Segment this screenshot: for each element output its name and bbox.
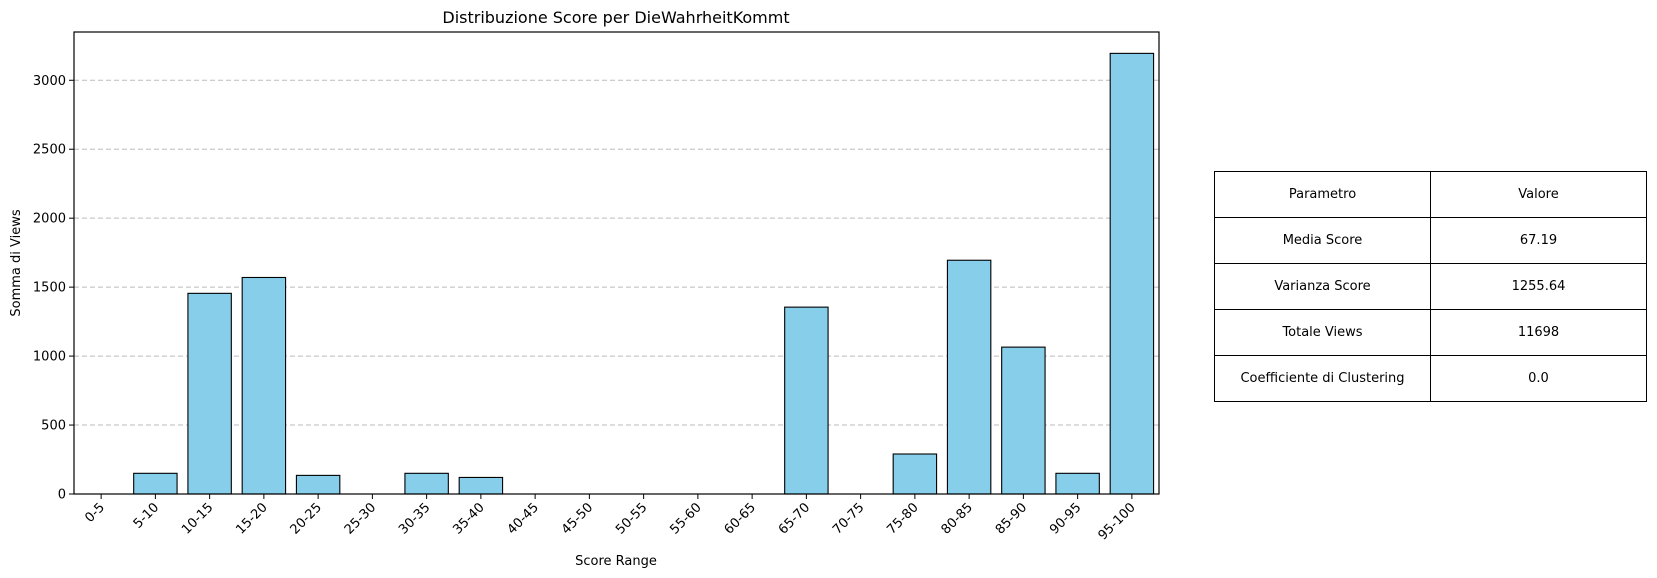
table-cell-value: 0.0 <box>1430 355 1647 402</box>
plot-frame <box>73 31 1160 495</box>
x-tick-label: 25-30 <box>342 500 379 537</box>
table-cell-label: Coefficiente di Clustering <box>1214 355 1431 402</box>
x-tick-label: 30-35 <box>396 500 433 537</box>
y-tick-label: 3000 <box>33 74 66 89</box>
x-tick-label: 15-20 <box>233 500 270 537</box>
x-tick-label: 55-60 <box>667 500 704 537</box>
table-cell-value: 11698 <box>1430 309 1647 356</box>
bar-chart: 0 500 1000 1500 2000 2500 3000 0-5 5-10 10-15 15-… <box>9 8 1160 569</box>
x-tick-label: 85-90 <box>993 500 1030 537</box>
x-tick-label: 0-5 <box>82 500 108 526</box>
x-tick-label: 70-75 <box>830 500 867 537</box>
x-axis: 0-5 5-10 10-15 15-20 20-25 25-30 30-35 35-40 40-… <box>82 494 1139 543</box>
x-tick-label: 75-80 <box>884 500 921 537</box>
x-tick-label: 45-50 <box>559 500 596 537</box>
y-tick-label: 500 <box>41 419 66 434</box>
x-tick-label: 35-40 <box>450 500 487 537</box>
y-tick-label: 2000 <box>33 212 66 227</box>
table-row: Totale Views 11698 <box>1214 309 1647 356</box>
stats-table: Parametro Valore Media Score 67.19 Varia… <box>1214 171 1647 402</box>
table-cell-label: Media Score <box>1214 217 1431 264</box>
y-tick-label: 1000 <box>33 350 66 365</box>
y-axis-label: Somma di Views <box>9 209 24 316</box>
bar <box>187 292 232 495</box>
table-cell-value: 1255.64 <box>1430 263 1647 310</box>
bars <box>133 52 1155 495</box>
bar <box>892 453 938 495</box>
grid-lines <box>74 79 1159 426</box>
table-header-cell: Parametro <box>1214 171 1431 218</box>
table-row: Varianza Score 1255.64 <box>1214 263 1647 310</box>
table-cell-label: Varianza Score <box>1214 263 1431 310</box>
y-tick-label: 2500 <box>33 143 66 158</box>
bar <box>1001 346 1046 495</box>
table-header-row: Parametro Valore <box>1214 171 1647 218</box>
bar <box>1109 52 1155 495</box>
bar <box>1055 472 1100 495</box>
x-tick-label: 20-25 <box>288 500 325 537</box>
x-tick-label: 50-55 <box>613 500 650 537</box>
bar <box>784 306 829 495</box>
x-tick-label: 95-100 <box>1096 500 1139 543</box>
table-header-cell: Valore <box>1430 171 1647 218</box>
bar <box>404 472 449 495</box>
x-tick-label: 60-65 <box>722 500 759 537</box>
x-tick-label: 10-15 <box>179 500 216 537</box>
table-cell-label: Totale Views <box>1214 309 1431 356</box>
x-tick-label: 5-10 <box>131 500 162 531</box>
x-axis-label: Score Range <box>575 554 657 569</box>
chart-title: Distribuzione Score per DieWahrheitKommt <box>442 8 789 27</box>
table-row: Coefficiente di Clustering 0.0 <box>1214 355 1647 402</box>
bar <box>133 472 178 495</box>
bar <box>241 276 287 495</box>
y-tick-label: 0 <box>58 488 66 503</box>
x-tick-label: 80-85 <box>939 500 976 537</box>
table-cell-value: 67.19 <box>1430 217 1647 264</box>
y-tick-label: 1500 <box>33 281 66 296</box>
bar <box>946 259 992 495</box>
x-tick-label: 40-45 <box>505 500 542 537</box>
bar <box>295 474 341 495</box>
x-tick-label: 90-95 <box>1047 500 1084 537</box>
bar <box>458 476 504 495</box>
x-tick-label: 65-70 <box>776 500 813 537</box>
table-row: Media Score 67.19 <box>1214 217 1647 264</box>
y-axis: 0 500 1000 1500 2000 2500 3000 <box>33 74 74 503</box>
